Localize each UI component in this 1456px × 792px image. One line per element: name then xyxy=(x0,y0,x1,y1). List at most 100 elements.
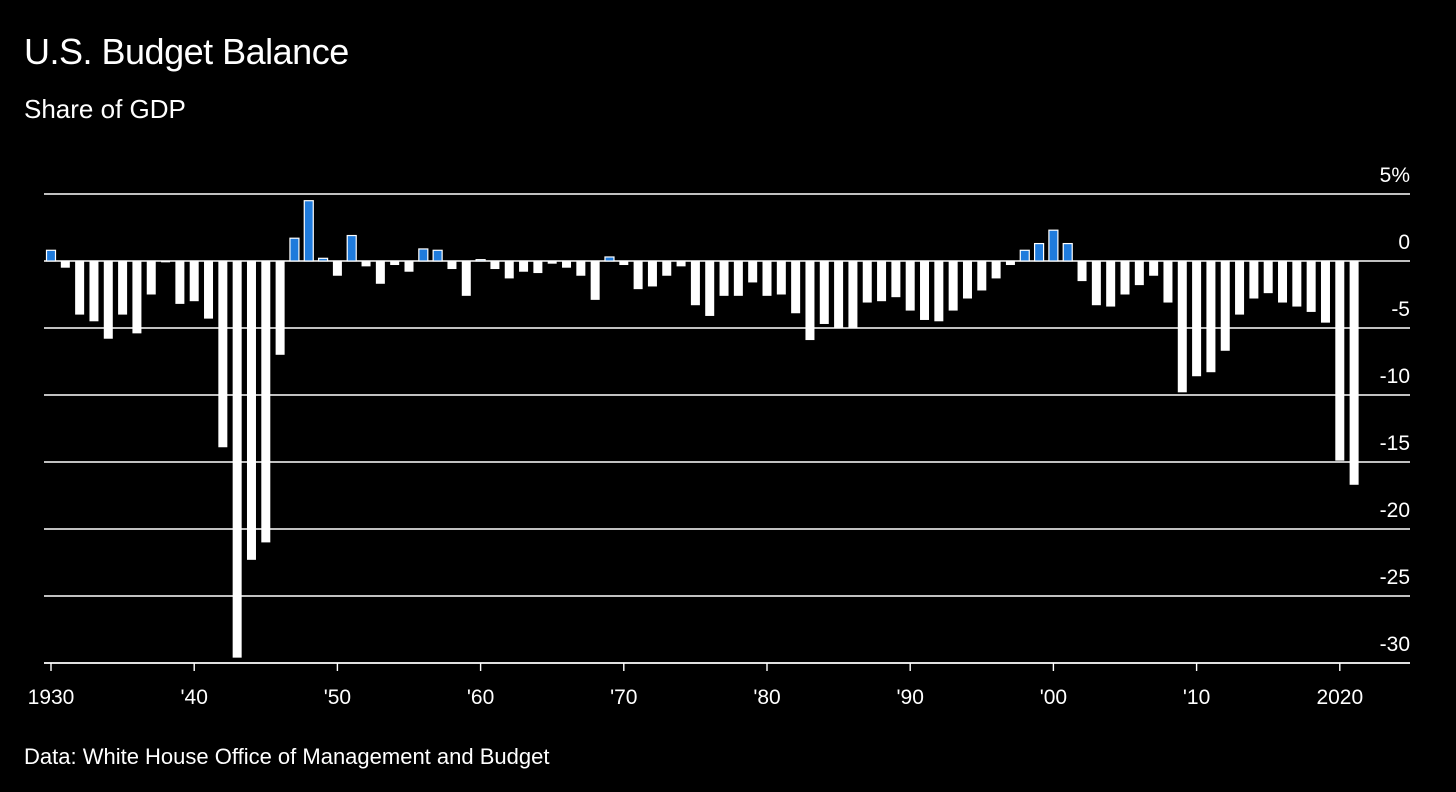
x-tick-label: 2020 xyxy=(1316,686,1363,709)
deficit-bar xyxy=(776,261,786,295)
surplus-bar xyxy=(432,249,443,262)
deficit-bar xyxy=(647,261,657,287)
deficit-bar xyxy=(1320,261,1330,323)
deficit-bar xyxy=(891,261,901,298)
deficit-bar xyxy=(705,261,715,316)
surplus-bar xyxy=(1019,249,1030,262)
x-tick-label: '60 xyxy=(467,686,494,709)
source-note: Data: White House Office of Management a… xyxy=(24,744,550,769)
deficit-bar xyxy=(662,261,672,276)
deficit-bar xyxy=(1106,261,1116,307)
x-axis-labels: 1930 '40 '50 '60 '70 '80 '90 '00 '10 2020 xyxy=(28,686,1364,709)
x-tick-label: '50 xyxy=(324,686,351,709)
surplus-bar xyxy=(317,257,329,262)
deficit-bar xyxy=(390,261,400,266)
deficit-bar xyxy=(103,261,113,339)
deficit-bar xyxy=(246,261,256,560)
deficit-bar xyxy=(189,261,199,302)
deficit-bar xyxy=(576,261,586,276)
deficit-bar xyxy=(332,261,342,276)
x-tick-label: '00 xyxy=(1040,686,1067,709)
deficit-bar xyxy=(719,261,729,296)
surplus-bar xyxy=(1048,229,1059,262)
deficit-bar xyxy=(1134,261,1144,286)
deficit-bar xyxy=(920,261,930,320)
deficit-bar xyxy=(676,261,686,267)
y-tick-label: -5 xyxy=(1391,298,1410,321)
surplus-bar xyxy=(45,249,57,262)
deficit-bar xyxy=(461,261,471,296)
deficit-bar xyxy=(533,261,543,274)
x-tick-label: '70 xyxy=(610,686,637,709)
deficit-bar xyxy=(1077,261,1087,282)
deficit-bar xyxy=(791,261,801,314)
surplus-bar xyxy=(604,256,615,262)
x-tick-label: '40 xyxy=(181,686,208,709)
deficit-bar xyxy=(934,261,944,322)
y-tick-label: -10 xyxy=(1380,365,1410,388)
deficit-bar xyxy=(977,261,987,291)
chart-subtitle: Share of GDP xyxy=(24,94,186,124)
deficit-bar xyxy=(590,261,600,300)
y-tick-label: 0 xyxy=(1398,231,1410,254)
surplus-bar xyxy=(418,248,429,262)
deficit-bar xyxy=(1120,261,1130,295)
deficit-bar xyxy=(1220,261,1230,351)
deficit-bar xyxy=(218,261,228,448)
deficit-bar xyxy=(275,261,285,355)
y-tick-label: 5% xyxy=(1380,164,1410,187)
deficit-bar xyxy=(1177,261,1187,393)
deficit-bar xyxy=(1306,261,1316,312)
deficit-bar xyxy=(562,261,572,268)
deficit-bar xyxy=(375,261,385,284)
deficit-bar xyxy=(877,261,887,302)
deficit-bar xyxy=(490,261,500,270)
deficit-bar xyxy=(748,261,758,283)
deficit-bar xyxy=(447,261,457,270)
surplus-bar xyxy=(346,234,357,262)
deficit-bar xyxy=(991,261,1001,279)
surplus-bar xyxy=(475,259,486,262)
deficit-bar xyxy=(161,261,171,263)
deficit-bar xyxy=(1206,261,1216,373)
deficit-bar xyxy=(762,261,772,296)
y-tick-label: -15 xyxy=(1380,432,1410,455)
deficit-bar xyxy=(204,261,214,319)
deficit-bar xyxy=(1005,261,1015,266)
deficit-bar xyxy=(146,261,156,295)
x-tick-label: 1930 xyxy=(28,686,75,709)
surplus-bar xyxy=(303,200,314,262)
deficit-bar xyxy=(232,261,242,658)
deficit-bar xyxy=(834,261,844,328)
deficit-bar xyxy=(1292,261,1302,307)
deficit-bar xyxy=(690,261,700,306)
deficit-bar xyxy=(619,261,629,266)
y-tick-label: -20 xyxy=(1380,499,1410,522)
deficit-bar xyxy=(1235,261,1245,315)
deficit-bar xyxy=(132,261,142,334)
deficit-bar xyxy=(504,261,514,279)
deficit-bar xyxy=(1349,261,1359,485)
deficit-bar xyxy=(848,261,858,328)
bars xyxy=(45,200,1359,658)
x-tick-label: '80 xyxy=(753,686,780,709)
deficit-bar xyxy=(1249,261,1259,299)
deficit-bar xyxy=(862,261,872,303)
deficit-bar xyxy=(905,261,915,311)
surplus-bar xyxy=(1033,242,1045,262)
deficit-bar xyxy=(948,261,958,311)
deficit-bar xyxy=(1192,261,1202,377)
deficit-bar xyxy=(805,261,815,341)
deficit-bar xyxy=(547,261,557,264)
deficit-bar xyxy=(89,261,99,322)
deficit-bar xyxy=(1278,261,1288,303)
deficit-bar xyxy=(175,261,185,304)
y-axis-labels: 5% 0 -5 -10 -15 -20 -25 -30 xyxy=(1380,164,1410,656)
deficit-bar xyxy=(361,261,371,267)
x-tick-label: '90 xyxy=(897,686,924,709)
y-tick-label: -30 xyxy=(1380,633,1410,656)
deficit-bar xyxy=(819,261,829,324)
deficit-bar xyxy=(60,261,70,268)
x-tick-label: '10 xyxy=(1183,686,1210,709)
